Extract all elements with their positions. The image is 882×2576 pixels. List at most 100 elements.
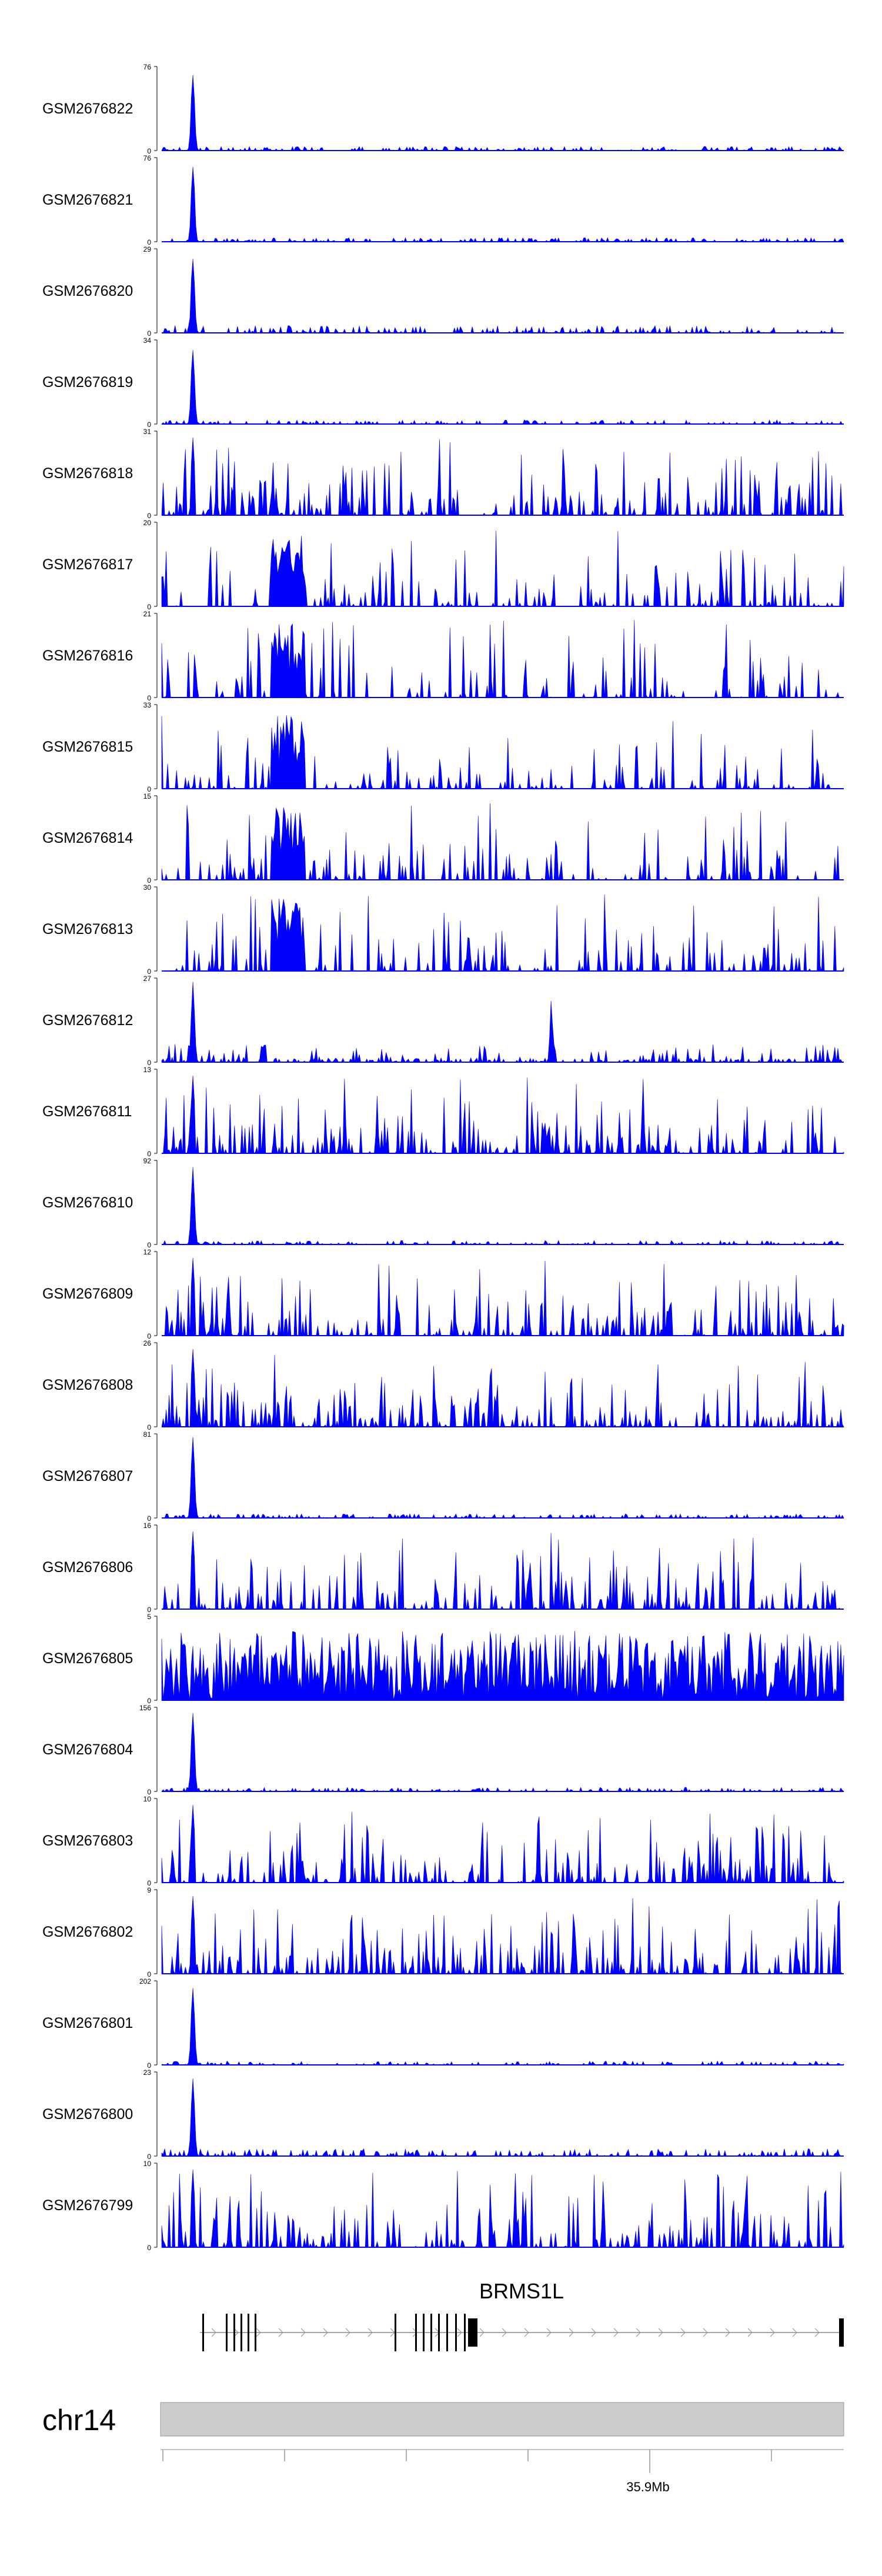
gene-name-label: BRMS1L	[479, 2279, 564, 2303]
y-axis-min-label: 0	[147, 1514, 151, 1523]
strand-arrow-icon	[613, 2328, 619, 2337]
track-label: GSM2676800	[42, 2106, 133, 2123]
gene-exon	[415, 2314, 417, 2351]
track-label: GSM2676817	[42, 556, 133, 573]
track-GSM2676814: GSM2676814 15 0	[42, 792, 844, 885]
strand-arrow-icon	[368, 2328, 373, 2337]
y-axis-max-label: 33	[143, 701, 152, 709]
track-GSM2676807: GSM2676807 81 0	[42, 1430, 844, 1523]
track-label: GSM2676810	[42, 1194, 133, 1211]
coverage-area	[161, 2078, 844, 2157]
y-axis-max-label: 23	[143, 2068, 152, 2077]
strand-arrow-icon	[703, 2328, 708, 2337]
y-axis-max-label: 92	[143, 1157, 152, 1165]
track-label: GSM2676822	[42, 101, 133, 117]
track-label: GSM2676804	[42, 1741, 133, 1758]
coverage-area	[161, 803, 844, 880]
coverage-area	[161, 715, 844, 790]
track-GSM2676813: GSM2676813 30 0	[42, 883, 844, 976]
track-label: GSM2676809	[42, 1286, 133, 1302]
y-axis-max-label: 31	[143, 428, 152, 436]
coverage-area	[162, 166, 844, 242]
y-axis-min-label: 0	[147, 1879, 151, 1887]
strand-arrow-icon	[680, 2328, 686, 2337]
coverage-area	[161, 1804, 844, 1884]
gene-exon	[423, 2314, 425, 2351]
track-GSM2676800: GSM2676800 23 0	[42, 2068, 844, 2161]
track-label: GSM2676815	[42, 739, 133, 755]
strand-arrow-icon	[479, 2328, 485, 2337]
coverage-area	[161, 1075, 844, 1154]
y-axis-min-label: 0	[147, 147, 151, 155]
coverage-area	[161, 350, 844, 425]
strand-arrow-icon	[345, 2328, 350, 2337]
gene-exon	[395, 2314, 396, 2351]
track-label: GSM2676812	[42, 1012, 133, 1029]
y-axis-min-label: 0	[147, 1606, 151, 1614]
track-label: GSM2676808	[42, 1377, 133, 1393]
chromosome-ideogram-bar	[160, 2402, 844, 2437]
track-GSM2676801: GSM2676801 202 0	[42, 1977, 844, 2070]
track-label: GSM2676805	[42, 1650, 133, 1667]
y-axis-max-label: 21	[143, 610, 152, 618]
strand-arrow-icon	[524, 2328, 529, 2337]
strand-arrow-icon	[233, 2328, 239, 2337]
chromosome-axis: chr14 35.9Mb	[42, 2402, 844, 2494]
strand-arrow-icon	[457, 2328, 462, 2337]
track-GSM2676810: GSM2676810 92 0	[42, 1157, 844, 1249]
gene-exon	[240, 2314, 242, 2351]
strand-arrow-icon	[725, 2328, 730, 2337]
strand-arrow-icon	[770, 2328, 775, 2337]
strand-arrow-icon	[502, 2328, 507, 2337]
y-axis-max-label: 30	[143, 883, 152, 892]
coverage-area	[161, 1349, 844, 1427]
track-GSM2676805: GSM2676805 5 0	[42, 1613, 844, 1705]
gene-exon	[233, 2314, 235, 2351]
y-axis-min-label: 0	[147, 329, 151, 338]
y-axis-min-label: 0	[147, 2153, 151, 2161]
y-axis-max-label: 13	[143, 1066, 152, 1074]
y-axis-min-label: 0	[147, 603, 151, 611]
gene-exon	[226, 2314, 228, 2351]
y-axis-min-label: 0	[147, 1697, 151, 1705]
coverage-area	[161, 75, 844, 151]
y-axis-min-label: 0	[147, 1423, 151, 1432]
y-axis-min-label: 0	[147, 1059, 151, 1067]
track-GSM2676820: GSM2676820 29 0	[42, 245, 844, 338]
gene-exon	[202, 2314, 204, 2351]
y-axis-min-label: 0	[147, 1788, 151, 1796]
coverage-area	[162, 1531, 844, 1610]
strand-arrow-icon	[300, 2328, 306, 2337]
track-GSM2676819: GSM2676819 34 0	[42, 336, 844, 429]
coverage-area	[162, 1437, 844, 1519]
gene-exon	[430, 2314, 432, 2351]
strand-arrow-icon	[747, 2328, 753, 2337]
y-axis-max-label: 27	[143, 975, 152, 983]
y-axis-max-label: 20	[143, 519, 152, 527]
gene-exon	[455, 2314, 457, 2351]
y-axis-max-label: 10	[143, 2160, 152, 2168]
track-GSM2676808: GSM2676808 26 0	[42, 1339, 844, 1432]
gene-exon-end	[839, 2318, 844, 2347]
track-GSM2676815: GSM2676815 33 0	[42, 701, 844, 793]
track-GSM2676816: GSM2676816 21 0	[42, 610, 844, 702]
coverage-area	[161, 1630, 844, 1701]
y-axis-max-label: 16	[143, 1521, 152, 1530]
coverage-area	[161, 437, 844, 516]
y-axis-min-label: 0	[147, 2061, 151, 2070]
strand-arrow-icon	[814, 2328, 820, 2337]
y-axis-max-label: 34	[143, 336, 152, 345]
track-GSM2676802: GSM2676802 9 0	[42, 1886, 844, 1978]
y-axis-max-label: 26	[143, 1339, 152, 1347]
gene-exon	[255, 2314, 256, 2351]
strand-arrow-icon	[792, 2328, 797, 2337]
coverage-area	[161, 2169, 844, 2248]
coverage-tracks: GSM2676822760GSM2676821760GSM2676820290G…	[42, 63, 844, 2252]
y-axis-min-label: 0	[147, 876, 151, 885]
strand-arrow-icon	[256, 2328, 261, 2337]
track-GSM2676804: GSM2676804 156 0	[42, 1704, 844, 1796]
strand-arrow-icon	[636, 2328, 641, 2337]
y-axis-max-label: 29	[143, 245, 152, 253]
strand-arrow-icon	[211, 2328, 216, 2337]
